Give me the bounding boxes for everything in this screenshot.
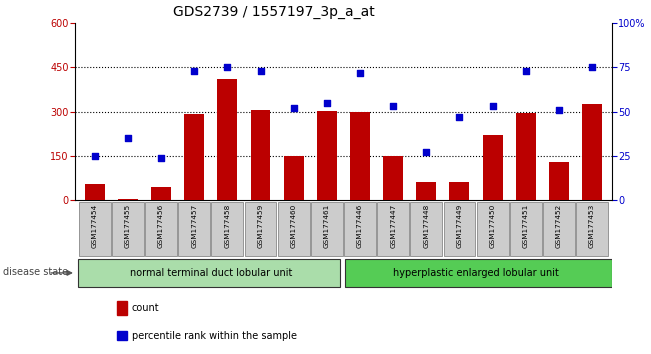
- Text: normal terminal duct lobular unit: normal terminal duct lobular unit: [130, 268, 292, 278]
- Text: GSM177447: GSM177447: [390, 204, 396, 248]
- Point: [222, 64, 232, 70]
- FancyBboxPatch shape: [377, 202, 409, 256]
- Text: GSM177457: GSM177457: [191, 204, 197, 248]
- FancyBboxPatch shape: [145, 202, 177, 256]
- Text: GSM177450: GSM177450: [490, 204, 495, 248]
- Text: GSM177454: GSM177454: [92, 204, 98, 248]
- Text: GSM177460: GSM177460: [291, 204, 297, 248]
- Text: GSM177461: GSM177461: [324, 204, 330, 248]
- Point: [288, 105, 299, 111]
- Point: [189, 68, 199, 74]
- FancyBboxPatch shape: [311, 202, 342, 256]
- Point: [322, 100, 332, 105]
- FancyBboxPatch shape: [79, 202, 111, 256]
- Point: [521, 68, 531, 74]
- Bar: [383, 156, 403, 200]
- Bar: [317, 111, 337, 200]
- Bar: [284, 156, 303, 200]
- Bar: [251, 110, 270, 200]
- Text: GSM177448: GSM177448: [423, 204, 429, 248]
- Text: disease state: disease state: [3, 267, 68, 277]
- Bar: [417, 182, 436, 200]
- Point: [90, 153, 100, 159]
- FancyBboxPatch shape: [178, 202, 210, 256]
- Text: GSM177456: GSM177456: [158, 204, 164, 248]
- Text: percentile rank within the sample: percentile rank within the sample: [132, 331, 296, 341]
- FancyBboxPatch shape: [344, 202, 376, 256]
- FancyBboxPatch shape: [510, 202, 542, 256]
- Point: [554, 107, 564, 113]
- Text: GDS2739 / 1557197_3p_a_at: GDS2739 / 1557197_3p_a_at: [173, 5, 374, 19]
- Text: GSM177455: GSM177455: [125, 204, 131, 248]
- Text: GSM177446: GSM177446: [357, 204, 363, 248]
- Bar: [516, 113, 536, 200]
- FancyBboxPatch shape: [576, 202, 608, 256]
- FancyBboxPatch shape: [477, 202, 508, 256]
- FancyBboxPatch shape: [78, 259, 340, 287]
- Point: [488, 103, 498, 109]
- Point: [122, 135, 133, 141]
- Point: [156, 155, 166, 160]
- Point: [587, 64, 597, 70]
- Text: GSM177449: GSM177449: [456, 204, 462, 248]
- Bar: [482, 135, 503, 200]
- Bar: [85, 184, 105, 200]
- Text: GSM177452: GSM177452: [556, 204, 562, 248]
- FancyBboxPatch shape: [112, 202, 144, 256]
- FancyBboxPatch shape: [543, 202, 575, 256]
- Bar: [350, 112, 370, 200]
- Bar: [117, 331, 127, 340]
- Point: [255, 68, 266, 74]
- Bar: [118, 199, 138, 200]
- FancyBboxPatch shape: [410, 202, 442, 256]
- Point: [388, 103, 398, 109]
- FancyBboxPatch shape: [212, 202, 243, 256]
- FancyBboxPatch shape: [443, 202, 475, 256]
- Bar: [117, 301, 127, 315]
- Text: GSM177451: GSM177451: [523, 204, 529, 248]
- Text: GSM177458: GSM177458: [225, 204, 230, 248]
- Bar: [549, 162, 569, 200]
- Bar: [184, 114, 204, 200]
- Bar: [449, 182, 469, 200]
- Bar: [217, 79, 238, 200]
- FancyBboxPatch shape: [278, 202, 310, 256]
- Text: count: count: [132, 303, 159, 313]
- FancyBboxPatch shape: [345, 259, 612, 287]
- Text: GSM177453: GSM177453: [589, 204, 595, 248]
- Text: hyperplastic enlarged lobular unit: hyperplastic enlarged lobular unit: [393, 268, 559, 278]
- Point: [454, 114, 465, 120]
- FancyBboxPatch shape: [245, 202, 277, 256]
- Bar: [151, 187, 171, 200]
- Point: [421, 149, 432, 155]
- Bar: [582, 104, 602, 200]
- Text: GSM177459: GSM177459: [258, 204, 264, 248]
- Point: [355, 70, 365, 75]
